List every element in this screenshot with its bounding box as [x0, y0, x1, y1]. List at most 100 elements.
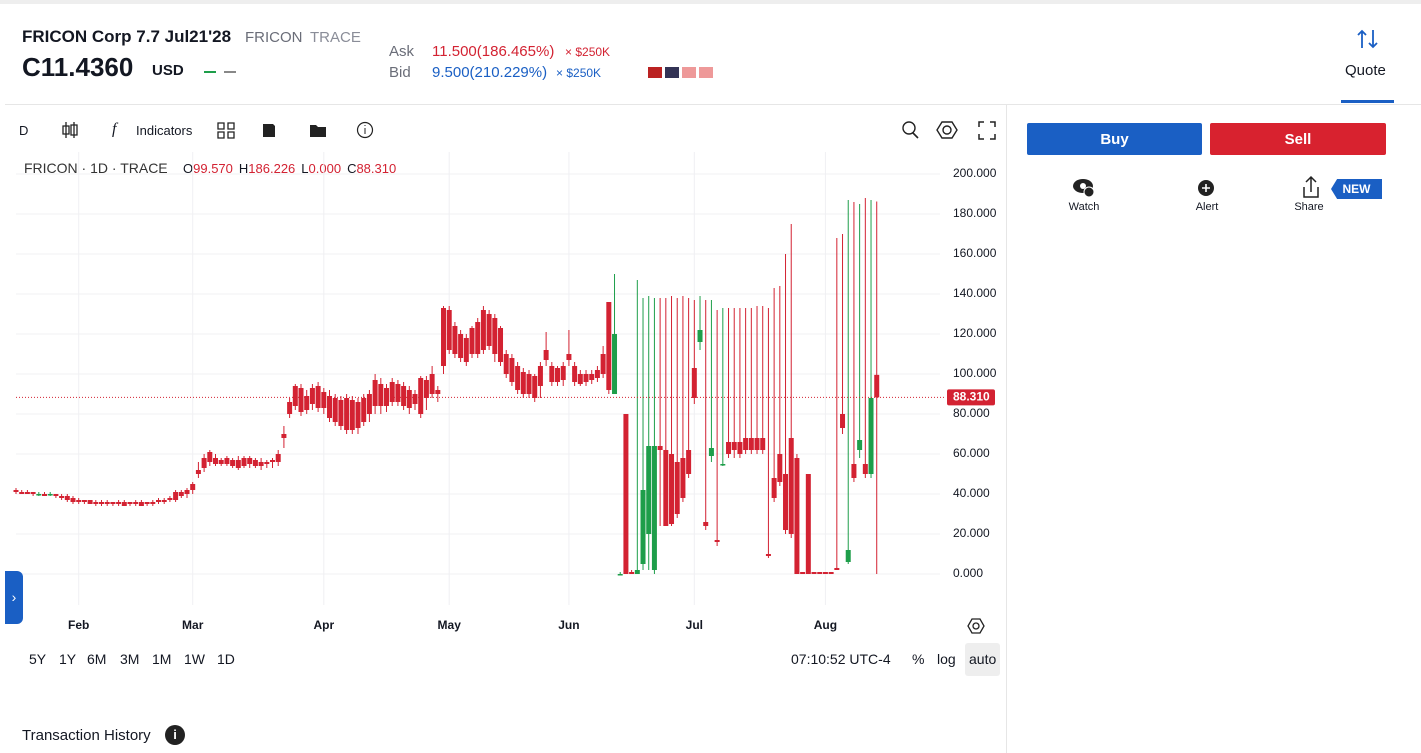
y-tick-label: 200.000 — [953, 166, 997, 180]
candle-body — [805, 474, 811, 574]
candle-body — [851, 464, 857, 478]
candle-body — [594, 370, 600, 378]
watch[interactable]: Watch — [1068, 201, 1100, 213]
candle — [697, 296, 703, 350]
candle-body — [395, 384, 401, 402]
candle — [515, 362, 521, 394]
candle — [629, 570, 635, 574]
candle — [241, 456, 247, 468]
candle-body — [349, 400, 355, 430]
candle — [64, 494, 70, 502]
y-tick-label: 120.000 — [953, 326, 997, 340]
candle — [76, 498, 82, 504]
range[interactable]: 1M — [152, 651, 172, 667]
candle — [167, 496, 173, 502]
candle-body — [771, 478, 777, 498]
candle-body — [418, 378, 424, 414]
candle — [840, 234, 846, 434]
candle — [726, 308, 732, 458]
range[interactable]: 1Y — [59, 651, 77, 667]
share[interactable]: Share — [1294, 201, 1324, 213]
candle-body — [577, 374, 583, 384]
sell-button[interactable]: Sell — [1210, 123, 1386, 155]
y-tick-label: 0.000 — [953, 566, 983, 580]
candle — [344, 394, 350, 434]
interval[interactable]: D — [19, 123, 29, 138]
buy-button[interactable]: Buy — [1027, 123, 1202, 155]
candle — [87, 500, 93, 504]
tab-underline — [1341, 100, 1394, 103]
candle — [669, 296, 675, 526]
candle-body — [737, 442, 743, 454]
candle-body — [469, 328, 475, 354]
candle — [691, 300, 697, 404]
candle-body — [332, 398, 338, 422]
candle-body — [828, 572, 834, 574]
candle-body — [783, 474, 789, 530]
range[interactable]: 6M — [87, 651, 107, 667]
candle — [309, 384, 315, 410]
clock: 07:10:52 UTC-4 — [791, 651, 891, 667]
candle — [42, 492, 48, 496]
candle — [36, 492, 42, 496]
candle — [572, 362, 578, 386]
legend-key: H — [238, 161, 249, 176]
candle-body — [321, 392, 327, 408]
candle — [418, 376, 424, 418]
candle — [480, 306, 486, 354]
info-icon[interactable]: i — [165, 725, 185, 745]
candle-body — [127, 502, 133, 504]
sort-icon[interactable] — [1356, 28, 1380, 50]
indicators[interactable]: Indicators — [136, 123, 193, 138]
ask-label: Ask — [389, 43, 415, 60]
candle — [469, 326, 475, 358]
candle — [657, 298, 663, 526]
settings-icon[interactable] — [966, 616, 986, 636]
candle — [737, 308, 743, 458]
candle-body — [794, 458, 800, 574]
candle-body — [526, 374, 532, 394]
log-toggle[interactable]: log — [937, 651, 956, 667]
candle — [663, 298, 669, 526]
candle-body — [800, 572, 806, 574]
svg-text:f: f — [112, 121, 119, 138]
alert[interactable]: Alert — [1195, 201, 1219, 213]
dash — [224, 71, 236, 73]
candle — [190, 482, 196, 494]
candle — [543, 332, 549, 366]
candle — [748, 308, 754, 454]
candle — [686, 298, 692, 478]
percent-toggle[interactable]: % — [912, 651, 925, 667]
range[interactable]: 3M — [120, 651, 140, 667]
candle — [19, 490, 25, 494]
candle-body — [435, 390, 441, 394]
candle — [207, 450, 213, 466]
candle — [640, 298, 646, 570]
range[interactable]: 5Y — [29, 651, 47, 667]
side-icons — [1073, 175, 1319, 198]
candle — [70, 496, 76, 504]
range[interactable]: 1D — [217, 651, 235, 667]
x-tick-label: Jul — [686, 618, 703, 632]
auto-toggle[interactable]: auto — [969, 651, 997, 667]
candle-body — [167, 498, 173, 500]
candle-body — [765, 554, 771, 556]
candle — [441, 306, 447, 374]
x-tick-label: Jun — [558, 618, 579, 632]
quote-tab[interactable]: Quote — [1345, 62, 1386, 79]
range[interactable]: 1W — [184, 651, 205, 667]
candle — [577, 370, 583, 386]
candle — [509, 354, 515, 386]
candle-body — [572, 366, 578, 382]
candle-body — [458, 334, 464, 358]
candle-body — [298, 388, 304, 412]
y-tick-label: 140.000 — [953, 286, 997, 300]
last-price-label: 88.310 — [953, 390, 990, 404]
candle-body — [549, 366, 555, 382]
expand-tab[interactable]: › — [5, 571, 23, 624]
candle — [24, 490, 30, 494]
candle-body — [452, 326, 458, 354]
candle — [213, 454, 219, 466]
candle — [674, 298, 680, 518]
candle — [218, 458, 224, 466]
